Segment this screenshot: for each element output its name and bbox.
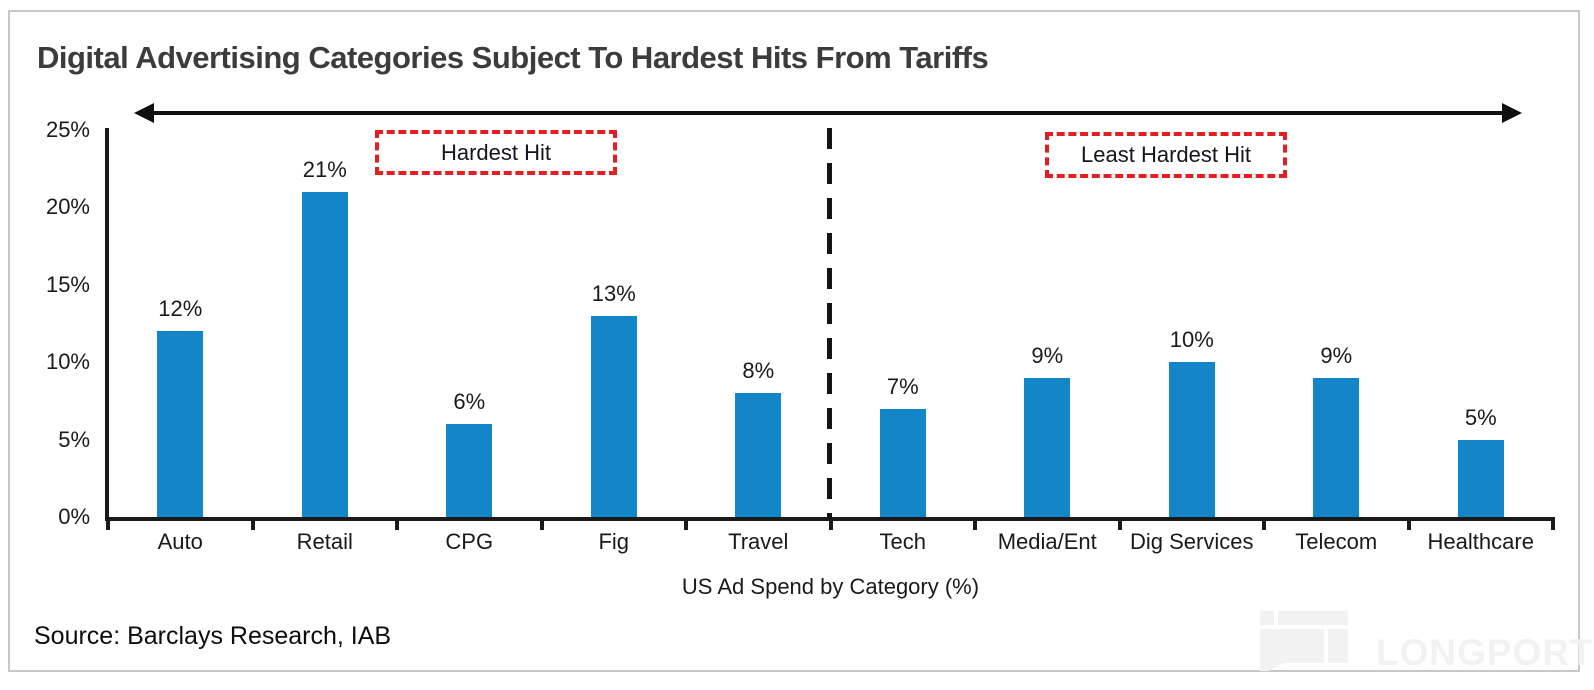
bar-value-label: 6% <box>453 389 486 415</box>
bar-value-label: 13% <box>591 280 636 306</box>
panel-border <box>8 10 1580 672</box>
bar-tech <box>879 408 926 517</box>
x-tick-mark <box>250 521 255 530</box>
x-tick-mark <box>973 521 977 530</box>
y-axis-spine <box>105 128 109 521</box>
x-category-label: Healthcare <box>1427 529 1534 554</box>
y-tick-label: 0% <box>58 504 90 529</box>
x-category-label: Retail <box>296 529 353 554</box>
x-tick-mark <box>1551 521 1555 530</box>
y-tick-label: 5% <box>58 426 90 452</box>
hardest-hit-annotation-box: Hardest Hit <box>375 130 617 175</box>
bar-value-label: 5% <box>1464 404 1497 430</box>
bar-value-label: 8% <box>742 358 775 384</box>
x-category-label: Telecom <box>1295 529 1378 554</box>
longport-watermark-text: LONGPORT <box>1376 632 1594 673</box>
source-note: Source: Barclays Research, IAB <box>34 622 392 650</box>
x-category-label: Dig Services <box>1130 529 1254 554</box>
y-tick-label: 15% <box>45 271 90 297</box>
arrow-left-head-icon <box>134 103 154 123</box>
group-divider-dashed-line <box>827 128 832 518</box>
bar-telecom <box>1313 377 1360 517</box>
y-tick-label: 10% <box>45 349 90 375</box>
x-category-label: Fig <box>598 529 630 554</box>
y-tick-label: 25% <box>45 117 90 142</box>
bar-dig-services <box>1168 362 1215 517</box>
longport-logo-icon <box>1278 611 1348 625</box>
bar-auto <box>157 331 204 517</box>
x-tick-mark <box>828 521 833 530</box>
hardest-hit-label: Hardest Hit <box>440 139 552 165</box>
bar-value-label: 7% <box>886 373 919 399</box>
x-category-label: Media/Ent <box>997 529 1097 554</box>
arrow-right-head-icon <box>1502 103 1522 123</box>
longport-logo-icon <box>1260 629 1324 671</box>
bar-cpg <box>446 424 493 517</box>
x-category-label: Travel <box>728 529 789 554</box>
bar-travel <box>735 393 782 517</box>
x-tick-mark <box>1406 521 1411 530</box>
least-hardest-hit-annotation-box: Least Hardest Hit <box>1045 132 1287 178</box>
bar-value-label: 9% <box>1031 342 1064 368</box>
x-tick-mark <box>395 521 399 530</box>
bar-value-label: 10% <box>1169 327 1214 353</box>
longport-logo-icon <box>1260 611 1274 625</box>
x-category-label: Auto <box>157 529 203 554</box>
x-tick-mark <box>684 521 688 530</box>
x-axis-title: US Ad Spend by Category (%) <box>681 574 980 599</box>
x-category-label: Tech <box>879 529 926 554</box>
x-tick-mark <box>539 521 544 530</box>
chart-title: Digital Advertising Categories Subject T… <box>37 40 989 75</box>
longport-logo-icon <box>1328 629 1348 663</box>
bar-value-label: 9% <box>1320 342 1353 368</box>
bar-healthcare <box>1457 439 1504 517</box>
spectrum-arrow-line <box>152 111 1504 115</box>
bar-value-label: 12% <box>158 296 203 322</box>
longport-watermark: LONGPORT <box>1258 608 1593 673</box>
x-category-label: CPG <box>445 529 494 554</box>
x-tick-mark <box>106 521 110 530</box>
x-tick-mark <box>1262 521 1266 530</box>
bar-value-label: 21% <box>302 156 347 182</box>
x-axis-spine <box>105 517 1555 521</box>
bar-media-ent <box>1024 377 1071 517</box>
y-tick-label: 20% <box>45 194 90 220</box>
bar-retail <box>301 191 348 517</box>
bar-fig <box>590 315 637 517</box>
least-hardest-hit-label: Least Hardest Hit <box>1081 142 1251 167</box>
x-tick-mark <box>1117 521 1122 530</box>
